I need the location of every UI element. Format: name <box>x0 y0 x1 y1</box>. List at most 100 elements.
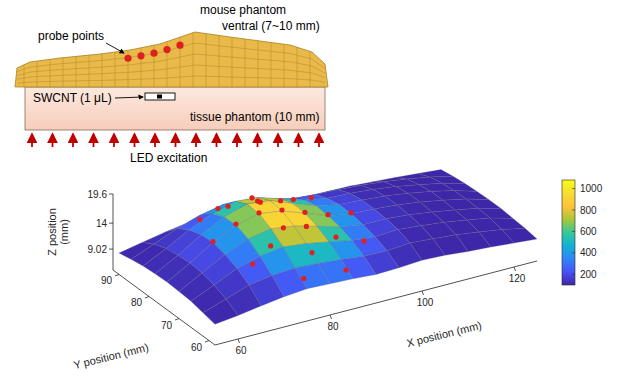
y-tick-label: 80 <box>131 297 143 308</box>
x-tick <box>422 291 424 295</box>
led-arrow <box>195 134 197 147</box>
y-tick <box>115 274 119 276</box>
probe-point <box>343 267 348 272</box>
schematic-label: tissue phantom (10 mm) <box>190 110 319 124</box>
colorbar-tick <box>572 210 575 211</box>
mesh-line <box>219 35 220 87</box>
probe-point <box>233 221 238 226</box>
mesh-line <box>17 65 325 79</box>
led-arrow <box>216 134 218 147</box>
mesh-line <box>63 58 64 87</box>
surface-cell <box>203 299 238 324</box>
probe-point <box>281 225 286 230</box>
z-tick <box>109 249 113 250</box>
leader <box>115 97 143 98</box>
led-arrow <box>134 134 136 147</box>
y-tick-label: 90 <box>101 275 113 286</box>
probe-point <box>215 206 220 211</box>
mesh-line <box>245 39 246 87</box>
probe-dot <box>163 46 170 53</box>
mesh-line <box>89 55 90 87</box>
schematic-label: probe points <box>38 29 104 43</box>
schematic-label: mouse phantom <box>200 3 286 17</box>
probe-dot <box>137 52 144 59</box>
led-arrow <box>72 134 74 147</box>
probe-dot <box>150 50 157 57</box>
mesh-line <box>76 56 77 87</box>
mesh-line <box>232 37 233 87</box>
probe-points <box>197 195 366 281</box>
mesh-line <box>206 34 207 87</box>
z-tick-label: 14 <box>96 218 108 229</box>
probe-point <box>256 210 261 215</box>
mesh-line <box>271 42 272 87</box>
colorbar-tick <box>572 252 575 253</box>
probe-point <box>250 261 255 266</box>
x-axis-title: X position (mm) <box>405 319 483 349</box>
led-arrow <box>154 134 156 147</box>
y-axis-title: Y position (mm) <box>72 341 149 371</box>
figure: probe pointsmouse phantomventral (7~10 m… <box>0 0 619 383</box>
surface <box>119 170 537 325</box>
colorbar-tick <box>572 231 575 232</box>
schematic: probe pointsmouse phantomventral (7~10 m… <box>15 3 328 165</box>
mesh-line <box>50 59 51 87</box>
z-axis <box>113 194 114 270</box>
colorbar-tick <box>572 188 575 189</box>
z-axis-title: Z position(mm) <box>46 208 71 256</box>
probe-point <box>361 238 366 243</box>
probe-point <box>309 195 314 200</box>
colorbar-label: 800 <box>580 205 597 216</box>
colorbar-label: 200 <box>580 269 597 280</box>
y-tick-label: 70 <box>161 320 173 331</box>
mesh-line <box>258 41 259 87</box>
y-tick-label: 60 <box>191 342 203 353</box>
colorbar-label: 400 <box>580 247 597 258</box>
probe-point <box>291 197 296 202</box>
mesh-line <box>17 43 325 72</box>
probe-point <box>333 234 338 239</box>
led-arrow <box>298 134 300 147</box>
z-tick <box>109 223 113 224</box>
x-tick <box>330 315 332 319</box>
surface-chart: 60 80 100 120 60 70 80 90 9.02 14 19.6 X position (… <box>46 170 537 372</box>
probe-point <box>268 243 273 248</box>
probe-point <box>278 198 283 203</box>
probe-point <box>210 239 215 244</box>
probe-dot <box>124 55 131 62</box>
swcnt-tube <box>145 93 175 100</box>
colorbar: 2004006008001000 <box>562 180 603 285</box>
led-arrow <box>31 134 33 147</box>
x-tick-label: 80 <box>327 321 339 332</box>
mesh-line <box>193 33 194 87</box>
probe-point <box>325 212 330 217</box>
probe-point <box>304 224 309 229</box>
y-tick <box>145 296 149 298</box>
led-arrow <box>113 134 115 147</box>
led-arrow <box>277 134 279 147</box>
schematic-label: SWCNT (1 μL) <box>33 91 112 105</box>
mesh-line <box>284 44 285 87</box>
tissue-phantom <box>25 87 325 130</box>
mesh-line <box>17 54 325 75</box>
schematic-label: LED excitation <box>130 151 207 165</box>
x-tick-label: 120 <box>509 273 526 284</box>
y-tick <box>175 319 179 321</box>
probe-point <box>309 250 314 255</box>
colorbar-label: 600 <box>580 226 597 237</box>
swcnt-sample <box>157 95 162 99</box>
x-tick-label: 60 <box>235 345 247 356</box>
mesh-line <box>310 51 311 87</box>
x-tick-label: 100 <box>417 297 434 308</box>
z-tick-label: 9.02 <box>88 244 108 255</box>
colorbar-tick <box>572 274 575 275</box>
led-arrow <box>175 134 177 147</box>
x-tick <box>238 339 240 343</box>
probe-point <box>279 207 284 212</box>
probe-point <box>302 210 307 215</box>
y-tick <box>205 341 209 343</box>
probe-point <box>258 200 263 205</box>
z-tick-label: 19.6 <box>88 189 108 200</box>
z-tick <box>109 194 113 195</box>
probe-point <box>301 276 306 281</box>
